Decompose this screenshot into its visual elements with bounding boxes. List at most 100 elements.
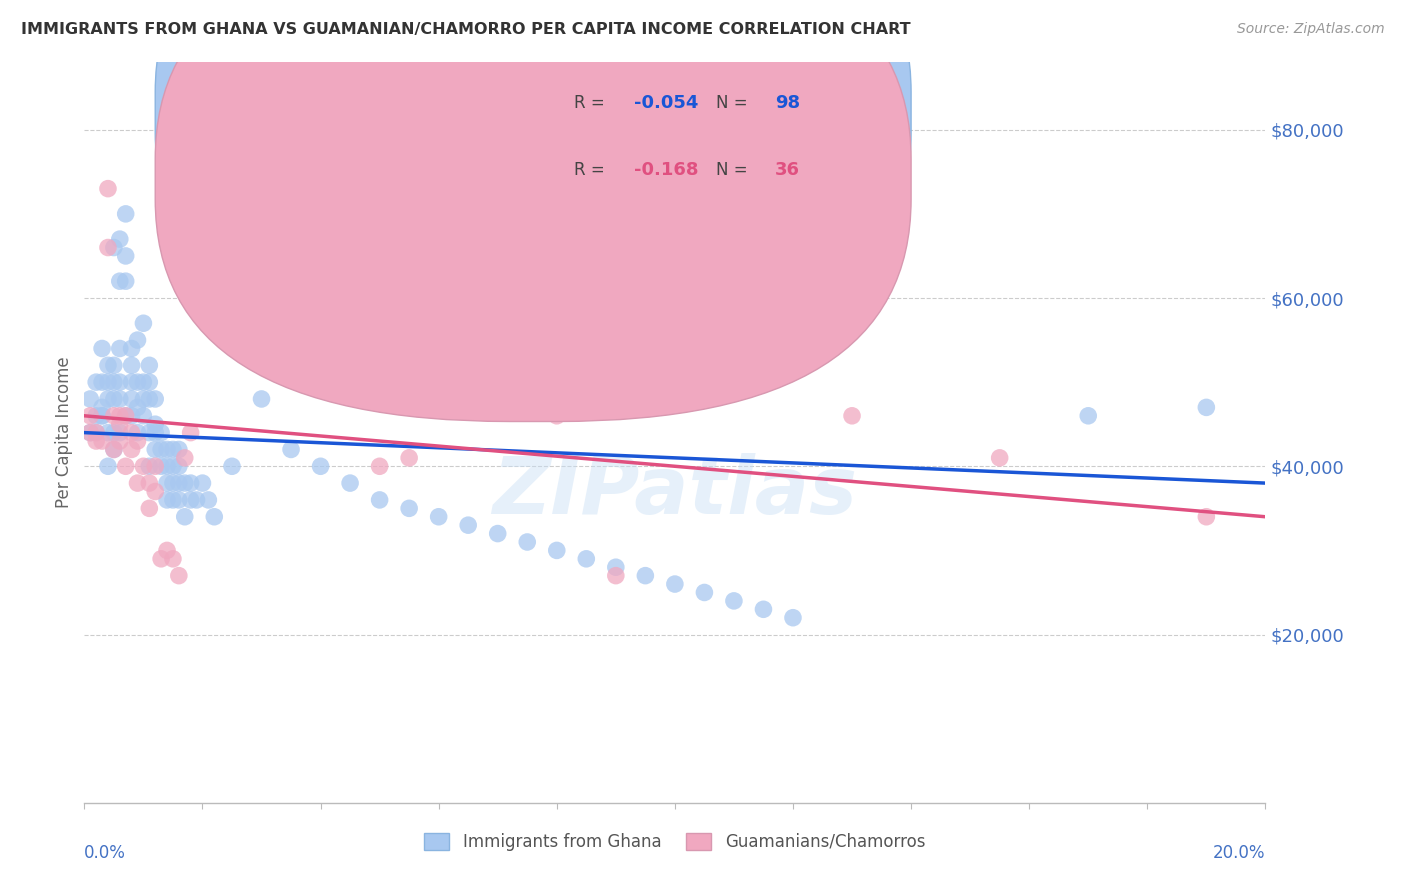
- Point: [114, 459, 136, 474]
- Point: [121, 425, 143, 440]
- Point: [138, 392, 160, 406]
- Point: [132, 409, 155, 423]
- Point: [91, 409, 114, 423]
- Point: [167, 459, 190, 474]
- Point: [127, 476, 149, 491]
- Point: [368, 459, 391, 474]
- Point: [97, 240, 120, 255]
- Point: [167, 442, 190, 457]
- Text: Source: ZipAtlas.com: Source: ZipAtlas.com: [1237, 22, 1385, 37]
- Point: [156, 543, 179, 558]
- Point: [91, 434, 114, 448]
- Point: [156, 442, 179, 457]
- Point: [162, 476, 184, 491]
- Point: [173, 450, 195, 465]
- Point: [173, 476, 195, 491]
- Point: [108, 417, 131, 432]
- Point: [634, 568, 657, 582]
- Point: [132, 375, 155, 389]
- Point: [143, 459, 166, 474]
- Point: [91, 375, 114, 389]
- Point: [143, 484, 166, 499]
- Point: [250, 392, 273, 406]
- Text: N =: N =: [716, 161, 754, 178]
- Point: [156, 492, 179, 507]
- Point: [138, 476, 160, 491]
- Point: [84, 425, 107, 440]
- Point: [156, 459, 179, 474]
- FancyBboxPatch shape: [155, 0, 911, 422]
- Point: [97, 375, 120, 389]
- Point: [173, 509, 195, 524]
- Point: [97, 359, 120, 373]
- Point: [132, 459, 155, 474]
- Text: 36: 36: [775, 161, 800, 178]
- Point: [309, 459, 332, 474]
- Point: [114, 409, 136, 423]
- Point: [1195, 401, 1218, 415]
- Text: ZIPatlas: ZIPatlas: [492, 453, 858, 531]
- Point: [91, 401, 114, 415]
- Point: [162, 459, 184, 474]
- Point: [180, 425, 202, 440]
- Point: [121, 392, 143, 406]
- Point: [108, 232, 131, 246]
- Point: [1195, 509, 1218, 524]
- Point: [339, 476, 361, 491]
- Point: [84, 434, 107, 448]
- Point: [97, 425, 120, 440]
- Point: [138, 425, 160, 440]
- Point: [150, 459, 173, 474]
- Point: [186, 492, 208, 507]
- Point: [103, 442, 125, 457]
- Point: [103, 425, 125, 440]
- Point: [782, 610, 804, 624]
- Point: [79, 409, 101, 423]
- Text: R =: R =: [575, 95, 610, 112]
- Point: [368, 492, 391, 507]
- Point: [180, 476, 202, 491]
- Point: [988, 450, 1011, 465]
- Point: [427, 509, 450, 524]
- Point: [143, 442, 166, 457]
- Point: [167, 492, 190, 507]
- Point: [79, 425, 101, 440]
- Point: [114, 274, 136, 288]
- Text: IMMIGRANTS FROM GHANA VS GUAMANIAN/CHAMORRO PER CAPITA INCOME CORRELATION CHART: IMMIGRANTS FROM GHANA VS GUAMANIAN/CHAMO…: [21, 22, 911, 37]
- Point: [575, 551, 598, 566]
- Point: [127, 401, 149, 415]
- Text: 0.0%: 0.0%: [84, 844, 127, 862]
- Point: [127, 333, 149, 347]
- Point: [108, 434, 131, 448]
- Point: [97, 459, 120, 474]
- Point: [108, 409, 131, 423]
- Point: [723, 594, 745, 608]
- Point: [280, 442, 302, 457]
- Point: [516, 535, 538, 549]
- Point: [114, 249, 136, 263]
- Point: [150, 551, 173, 566]
- Point: [138, 375, 160, 389]
- Point: [114, 409, 136, 423]
- Text: -0.168: -0.168: [634, 161, 697, 178]
- Point: [132, 316, 155, 330]
- Point: [546, 409, 568, 423]
- Point: [84, 375, 107, 389]
- Point: [91, 342, 114, 356]
- Point: [91, 409, 114, 423]
- Point: [103, 240, 125, 255]
- Point: [138, 459, 160, 474]
- Point: [486, 526, 509, 541]
- Point: [84, 409, 107, 423]
- Point: [191, 476, 214, 491]
- Point: [103, 442, 125, 457]
- Point: [121, 359, 143, 373]
- Point: [398, 501, 420, 516]
- Y-axis label: Per Capita Income: Per Capita Income: [55, 357, 73, 508]
- Point: [162, 492, 184, 507]
- Point: [132, 392, 155, 406]
- Point: [457, 518, 479, 533]
- Point: [127, 434, 149, 448]
- Point: [221, 459, 243, 474]
- Point: [143, 417, 166, 432]
